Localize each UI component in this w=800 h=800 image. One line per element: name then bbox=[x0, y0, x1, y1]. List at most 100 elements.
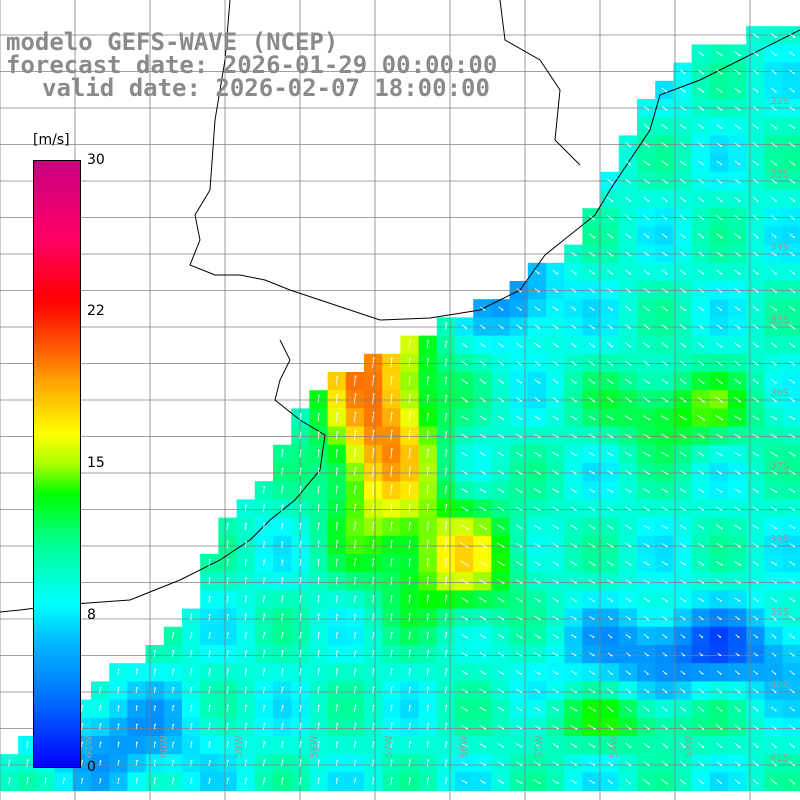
wind-arrow bbox=[533, 761, 540, 766]
wind-arrow bbox=[479, 743, 486, 748]
wind-arrowhead bbox=[485, 546, 487, 549]
wind-arrowhead bbox=[792, 691, 795, 694]
wind-arrow bbox=[460, 706, 468, 711]
wind-arrow bbox=[479, 761, 486, 766]
wind-arrowhead bbox=[629, 746, 632, 749]
wind-arrowhead bbox=[556, 563, 559, 566]
wind-arrowhead bbox=[263, 723, 266, 725]
wind-arrowhead bbox=[756, 691, 759, 694]
wind-arrowhead bbox=[738, 454, 741, 457]
wind-arrow bbox=[734, 233, 741, 238]
wind-arrow bbox=[770, 324, 777, 329]
wind-arrowhead bbox=[774, 54, 777, 57]
wind-arrowhead bbox=[666, 454, 669, 457]
wind-arrow bbox=[570, 761, 577, 766]
wind-arrowhead bbox=[281, 504, 284, 507]
wind-arrow bbox=[390, 448, 393, 459]
lon-label: 58W bbox=[309, 735, 320, 758]
wind-arrowhead bbox=[574, 309, 577, 311]
wind-arrow bbox=[697, 451, 704, 456]
wind-arrowhead bbox=[117, 705, 120, 707]
wind-vectors bbox=[8, 33, 796, 785]
wind-arrowhead bbox=[702, 200, 705, 202]
wind-arrowhead bbox=[391, 466, 393, 469]
wind-arrow bbox=[299, 650, 302, 658]
wind-arrowhead bbox=[520, 491, 523, 493]
wind-arrowhead bbox=[684, 364, 686, 366]
wind-arrowhead bbox=[756, 163, 759, 166]
wind-cell bbox=[782, 554, 800, 573]
wind-arrow bbox=[789, 215, 795, 220]
wind-arrowhead bbox=[756, 618, 759, 621]
wind-arrow bbox=[299, 560, 302, 567]
wind-arrow bbox=[570, 561, 577, 566]
wind-arrow bbox=[335, 376, 338, 386]
wind-arrowhead bbox=[208, 577, 211, 580]
wind-arrow bbox=[734, 251, 740, 257]
wind-arrowhead bbox=[81, 760, 84, 762]
wind-arrowhead bbox=[520, 782, 523, 785]
wind-arrow bbox=[497, 360, 504, 366]
wind-arrowhead bbox=[720, 746, 723, 748]
wind-arrow bbox=[479, 488, 486, 493]
wind-arrowhead bbox=[793, 581, 796, 584]
wind-arrow bbox=[642, 433, 650, 438]
wind-arrowhead bbox=[445, 340, 448, 343]
wind-cell bbox=[782, 62, 800, 82]
wind-arrow bbox=[390, 376, 393, 386]
wind-arrow bbox=[299, 705, 302, 712]
wind-arrowhead bbox=[719, 672, 722, 675]
wind-arrowhead bbox=[666, 291, 668, 293]
wind-arrowhead bbox=[427, 723, 430, 725]
wind-arrow bbox=[317, 578, 320, 585]
wind-arrow bbox=[679, 160, 686, 165]
wind-arrow bbox=[515, 688, 522, 693]
wind-arrowhead bbox=[629, 327, 632, 330]
wind-arrow bbox=[679, 287, 686, 293]
wind-arrow bbox=[679, 142, 686, 147]
wind-arrow bbox=[354, 468, 356, 477]
wind-arrowhead bbox=[520, 600, 523, 603]
wind-arrowhead bbox=[299, 522, 302, 525]
wind-arrowhead bbox=[684, 200, 686, 202]
wind-arrowhead bbox=[774, 254, 777, 257]
wind-arrow bbox=[661, 360, 668, 366]
wind-arrow bbox=[190, 760, 192, 767]
wind-arrow bbox=[408, 467, 411, 477]
wind-cell bbox=[782, 681, 800, 701]
wind-arrow bbox=[262, 632, 265, 640]
wind-arrowhead bbox=[611, 382, 614, 385]
wind-arrowhead bbox=[354, 411, 357, 414]
wind-arrow bbox=[588, 506, 595, 511]
wind-arrowhead bbox=[720, 764, 722, 766]
wind-arrow bbox=[789, 269, 795, 275]
wind-arrowhead bbox=[427, 594, 430, 597]
wind-arrow bbox=[497, 724, 504, 729]
wind-arrowhead bbox=[391, 650, 393, 652]
wind-arrow bbox=[317, 760, 320, 767]
wind-arrowhead bbox=[629, 254, 632, 257]
wind-arrowhead bbox=[227, 577, 229, 579]
wind-arrow bbox=[461, 488, 468, 493]
wind-arrowhead bbox=[648, 491, 650, 493]
wind-arrow bbox=[697, 269, 704, 275]
wind-arrowhead bbox=[465, 745, 468, 748]
wind-arrowhead bbox=[172, 741, 175, 744]
wind-arrowhead bbox=[99, 741, 102, 744]
wind-arrowhead bbox=[666, 382, 668, 384]
wind-arrow bbox=[478, 560, 487, 566]
wind-arrow bbox=[497, 378, 504, 384]
wind-arrow bbox=[461, 451, 467, 456]
wind-arrowhead bbox=[484, 600, 487, 603]
wind-arrowhead bbox=[245, 777, 248, 780]
wind-arrowhead bbox=[538, 418, 541, 420]
wind-arrowhead bbox=[684, 454, 687, 457]
wind-arrowhead bbox=[775, 436, 778, 439]
wind-arrow bbox=[390, 742, 393, 749]
wind-arrowhead bbox=[502, 600, 505, 603]
wind-arrow bbox=[752, 597, 759, 602]
wind-arrow bbox=[426, 577, 429, 586]
wind-cell bbox=[782, 717, 800, 737]
wind-arrowhead bbox=[756, 746, 759, 748]
wind-arrow bbox=[515, 597, 522, 602]
